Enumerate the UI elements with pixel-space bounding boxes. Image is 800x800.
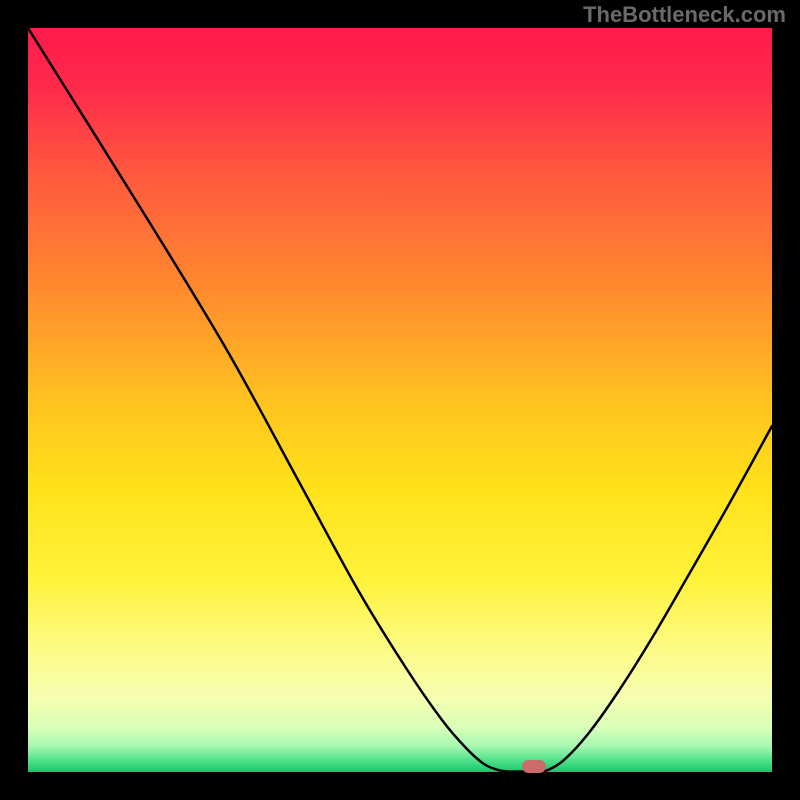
optimum-marker [522,760,546,773]
bottleneck-curve [28,28,772,772]
curve-path [28,28,772,772]
watermark-text: TheBottleneck.com [583,2,786,28]
plot-area [28,28,772,772]
chart-frame: TheBottleneck.com [0,0,800,800]
